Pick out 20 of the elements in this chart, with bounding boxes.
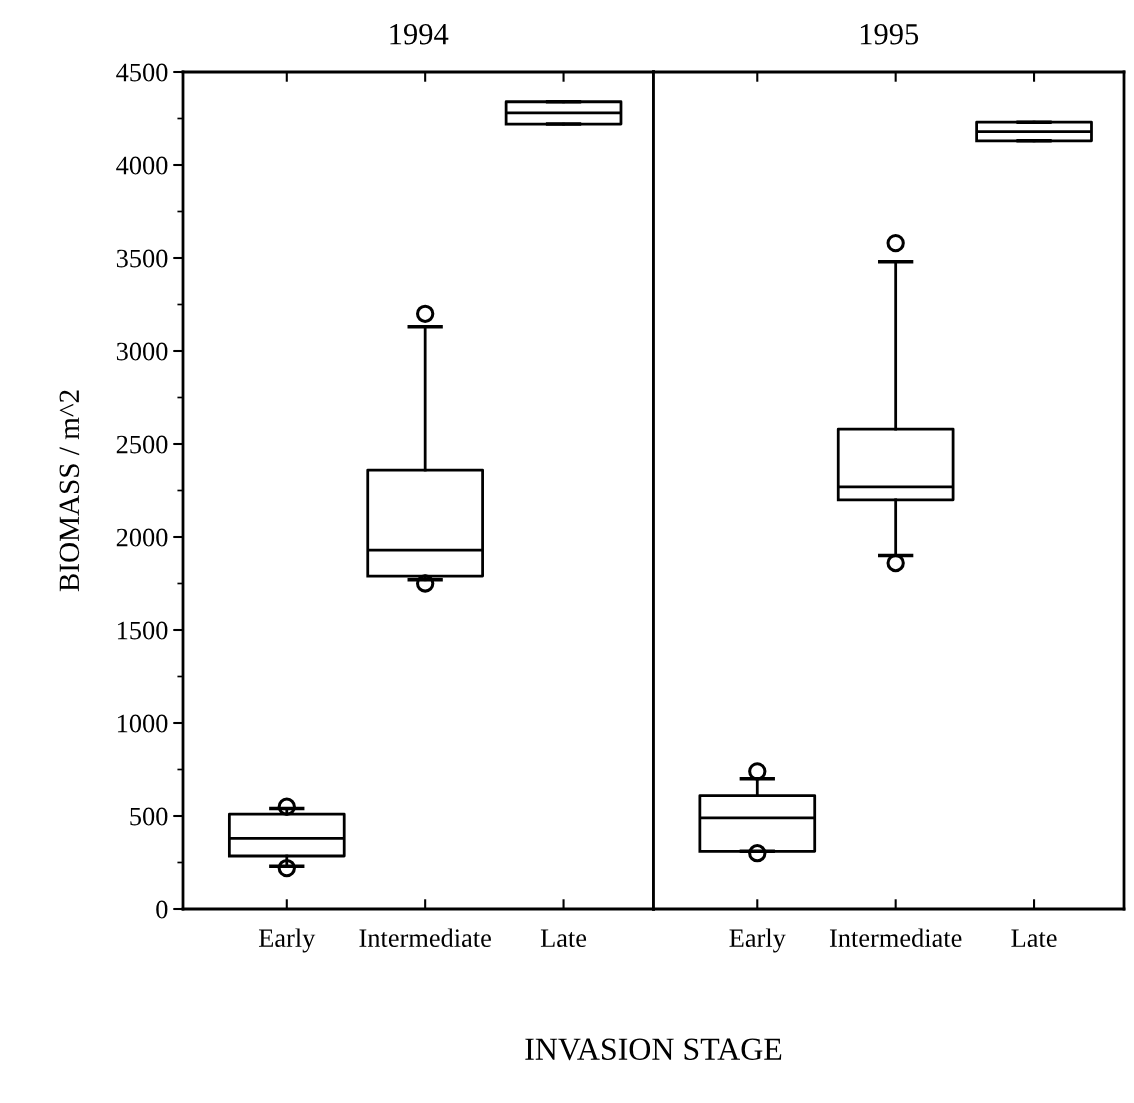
y-tick-label: 3000 xyxy=(116,342,168,361)
y-tick-label: 500 xyxy=(130,807,168,826)
chart-title: 1994 xyxy=(390,23,449,45)
x-tick-label: Early xyxy=(729,928,786,953)
y-tick-label: 0 xyxy=(156,900,168,919)
x-tick-label: Late xyxy=(1011,929,1057,948)
x-tick-label: Late xyxy=(540,929,587,948)
y-tick-label: 4000 xyxy=(116,156,168,175)
x-axis-title: INVASION STAGE xyxy=(525,1038,782,1061)
y-tick-label: 1000 xyxy=(117,714,168,733)
y-tick-label: 2000 xyxy=(116,528,168,547)
y-axis-title: BIOMASS / m^2 xyxy=(59,390,80,592)
y-tick-label: 4500 xyxy=(116,63,168,82)
chart-title: 1995 xyxy=(860,23,919,45)
x-tick-label: Intermediate xyxy=(829,928,962,948)
y-tick-label: 3500 xyxy=(116,249,168,268)
x-tick-label: Intermediate xyxy=(359,928,491,948)
x-tick-label: Early xyxy=(258,928,316,953)
y-tick-label: 2500 xyxy=(116,435,168,454)
y-tick-label: 1500 xyxy=(117,621,168,640)
